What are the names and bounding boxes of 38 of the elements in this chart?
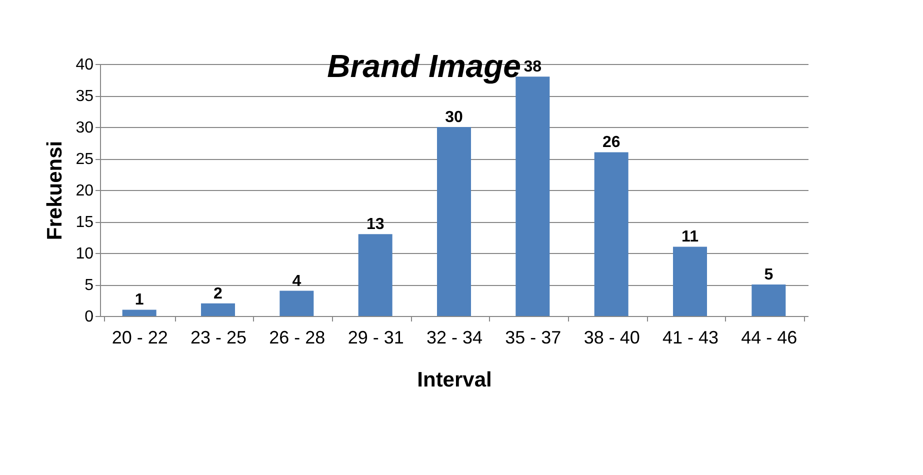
data-label: 4 [292, 272, 302, 290]
bar [280, 290, 314, 316]
x-tick-label: 20 - 22 [112, 328, 168, 348]
y-tick-label: 35 [76, 88, 94, 105]
bar [594, 152, 628, 316]
data-label: 2 [214, 285, 223, 302]
y-axis-title: Frekuensi [44, 140, 67, 240]
x-axis-title: Interval [417, 368, 492, 392]
y-tick-label: 5 [84, 277, 94, 294]
data-label: 13 [366, 216, 384, 234]
x-tick-label: 41 - 43 [662, 328, 719, 348]
chart-title: Brand Image [327, 48, 521, 84]
bar [122, 310, 156, 316]
y-tick-label: 40 [76, 56, 94, 74]
y-tick-label: 10 [76, 246, 94, 262]
bar [201, 303, 235, 316]
x-tick-label: 29 - 31 [348, 328, 404, 348]
bar [437, 127, 471, 316]
data-label: 26 [602, 134, 620, 152]
data-label: 1 [134, 292, 144, 309]
bar [358, 234, 392, 316]
y-tick-label: 20 [76, 182, 94, 200]
x-tick-label: 26 - 28 [269, 328, 326, 348]
x-tick-label: 32 - 34 [426, 328, 483, 348]
bar [673, 246, 707, 316]
y-tick-label: 25 [76, 151, 94, 168]
data-label: 30 [445, 109, 463, 126]
x-tick-label: 44 - 46 [741, 328, 798, 348]
data-label: 5 [764, 266, 774, 284]
y-tick-label: 0 [84, 308, 94, 326]
y-tick-label: 15 [76, 214, 94, 231]
bar [752, 284, 786, 316]
x-tick-label: 23 - 25 [190, 328, 247, 348]
data-label: 38 [524, 58, 542, 76]
y-tick-label: 30 [76, 120, 94, 136]
x-tick-label: 38 - 40 [584, 328, 640, 348]
x-tick-label: 35 - 37 [505, 328, 562, 348]
data-label: 11 [682, 228, 699, 246]
